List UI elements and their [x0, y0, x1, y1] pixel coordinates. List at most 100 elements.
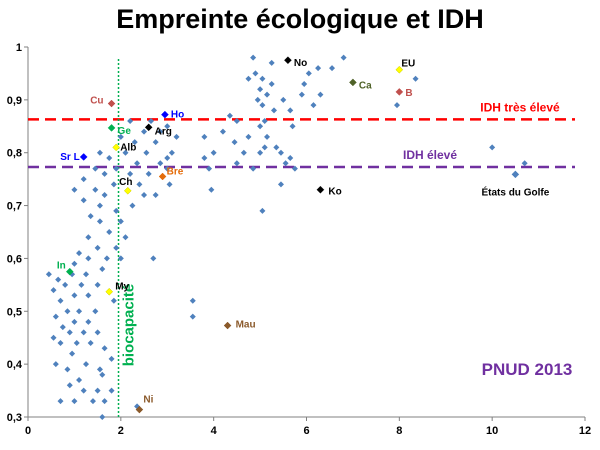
data-point: [94, 387, 101, 394]
y-tick-label: 0,5: [7, 306, 22, 318]
data-point: [277, 149, 284, 156]
point-label: États du Golfe: [481, 185, 549, 198]
data-point: [310, 102, 317, 109]
data-point: [122, 149, 129, 156]
y-tick-label: 0,6: [7, 253, 22, 265]
data-point: [291, 165, 298, 172]
data-point: [394, 102, 401, 109]
data-point: [268, 81, 275, 87]
source-label: PNUD 2013: [482, 360, 573, 379]
data-point: [117, 133, 124, 140]
data-point: [50, 287, 57, 294]
data-point: [113, 207, 120, 214]
data-point: [166, 181, 173, 188]
highlighted-point: [105, 287, 114, 296]
highlighted-point: [223, 321, 232, 330]
data-point: [85, 318, 92, 325]
data-point: [259, 207, 266, 214]
point-label: Bre: [167, 167, 184, 178]
data-point: [101, 398, 108, 405]
data-point: [96, 218, 103, 225]
data-point: [250, 165, 257, 172]
data-point: [108, 355, 115, 362]
highlighted-point: [158, 172, 167, 181]
data-point: [141, 128, 148, 135]
data-point: [298, 91, 305, 98]
highlighted-point: [316, 185, 325, 194]
x-tick-label: 0: [25, 425, 31, 437]
data-point: [273, 144, 280, 151]
y-tick-label: 0,4: [7, 359, 23, 371]
data-point: [71, 398, 78, 405]
data-point: [85, 234, 92, 241]
data-point: [117, 218, 124, 225]
data-point: [62, 281, 69, 288]
data-point: [145, 170, 152, 177]
data-point: [257, 149, 264, 156]
y-tick-label: 0,9: [7, 95, 22, 107]
data-point: [131, 139, 138, 146]
point-label: Ge: [118, 126, 132, 137]
data-point: [271, 107, 278, 114]
data-point: [257, 86, 264, 93]
data-point: [127, 118, 134, 124]
x-tick-label: 6: [303, 425, 309, 437]
data-point: [59, 324, 66, 331]
data-point: [521, 160, 528, 167]
data-point: [261, 144, 268, 151]
point-label: Ho: [171, 110, 184, 121]
data-point: [245, 75, 252, 82]
data-point: [264, 133, 271, 140]
data-point: [89, 398, 96, 405]
y-tick-label: 0,7: [7, 201, 22, 213]
point-label: My: [115, 282, 129, 293]
data-point: [206, 165, 213, 172]
highlighted-point: [511, 170, 520, 179]
data-point: [148, 118, 155, 124]
data-point: [50, 334, 57, 341]
point-label: Ni: [143, 395, 153, 406]
data-point: [287, 107, 294, 114]
data-point: [136, 181, 143, 188]
data-point: [305, 70, 312, 77]
data-point: [103, 255, 110, 262]
point-label: B: [405, 88, 412, 99]
data-point: [257, 123, 264, 130]
data-point: [150, 255, 157, 262]
highlighted-point: [123, 186, 132, 195]
data-point: [57, 398, 64, 405]
data-point: [254, 96, 261, 103]
biocapacity-label: biocapacité: [121, 284, 138, 367]
data-point: [76, 308, 83, 315]
data-point: [92, 186, 99, 193]
highlighted-point: [107, 99, 116, 108]
data-point: [340, 54, 347, 61]
data-point: [210, 149, 217, 156]
data-point: [259, 75, 266, 82]
data-point: [85, 255, 92, 262]
point-label: Mau: [236, 320, 256, 331]
data-point: [261, 118, 268, 124]
data-point: [66, 382, 73, 389]
data-point: [71, 318, 78, 325]
data-point: [83, 271, 90, 278]
reference-lines: IDH très élevé IDH élevé biocapacité: [28, 59, 575, 417]
reference-label-0: IDH très élevé: [480, 100, 560, 114]
data-point: [78, 281, 85, 288]
x-tick-label: 8: [396, 425, 402, 437]
highlighted-point: [144, 123, 153, 132]
data-point: [208, 186, 215, 193]
highlighted-point: [349, 78, 357, 87]
data-point: [76, 377, 83, 383]
data-point: [189, 297, 196, 304]
data-point: [110, 297, 117, 304]
data-point: [45, 271, 52, 278]
data-point: [80, 176, 87, 183]
data-point: [57, 297, 64, 304]
data-point: [76, 250, 83, 257]
data-point: [127, 170, 134, 177]
point-label: Ca: [359, 80, 372, 91]
data-point: [110, 181, 117, 188]
data-point: [164, 123, 171, 130]
